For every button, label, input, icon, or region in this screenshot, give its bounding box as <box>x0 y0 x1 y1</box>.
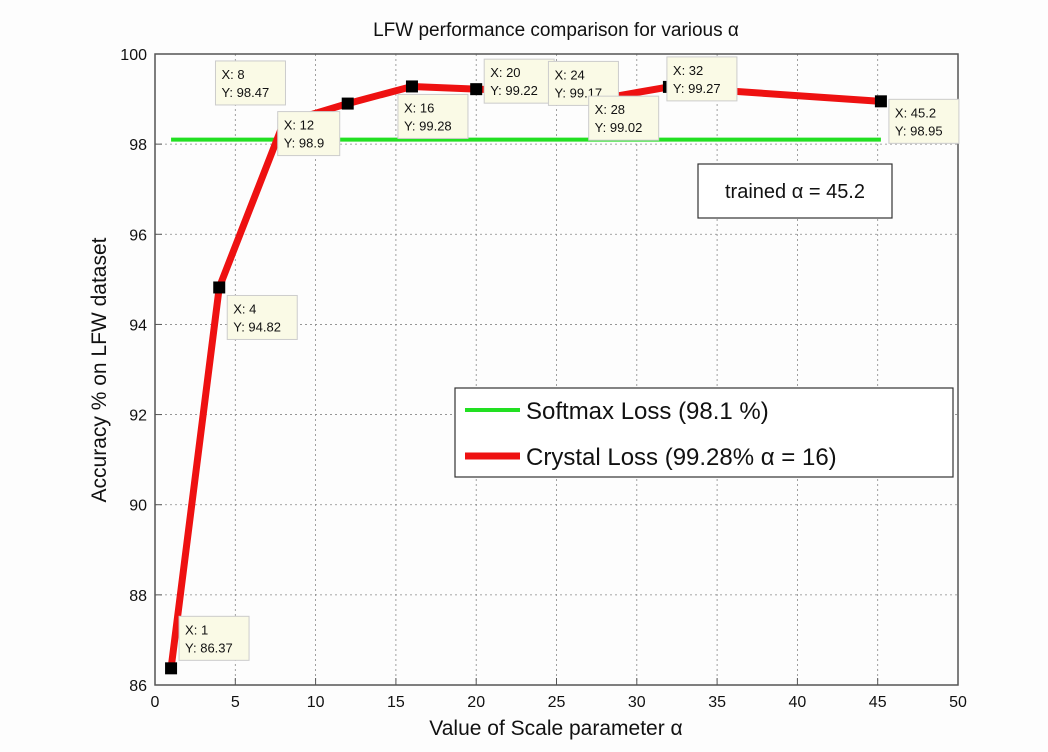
y-tick-label: 98 <box>129 137 147 154</box>
datatips-layer: X: 1 Y: 86.37 X: 4 Y: 94.82 X: 8 Y: 98.47 X: 1… <box>178 56 960 661</box>
datatip-box <box>397 93 469 139</box>
y-tick-label: 94 <box>129 317 147 334</box>
datatip-y: Y: 99.22 <box>490 83 538 98</box>
datatip: X: 1 Y: 86.37 <box>178 615 250 661</box>
x-tick-label: 10 <box>307 694 325 711</box>
crystal-line <box>167 82 882 669</box>
x-tick-label: 20 <box>467 694 485 711</box>
datatip-x: X: 8 <box>221 67 244 82</box>
datatip-x: X: 16 <box>404 100 434 115</box>
y-tick-label: 86 <box>129 678 147 695</box>
datatip-box <box>178 615 250 661</box>
x-tick-label: 50 <box>949 694 967 711</box>
axis-ticks: 0 5 10 15 20 25 30 35 40 45 50 86 88 90 92 94 96 98 100 <box>120 47 967 711</box>
x-tick-label: 35 <box>708 694 726 711</box>
datatip-box <box>226 294 298 340</box>
datatip-y: Y: 99.02 <box>595 120 643 135</box>
y-tick-label: 96 <box>129 227 147 244</box>
datatip-box <box>888 98 960 144</box>
datatip-x: X: 32 <box>673 63 703 78</box>
crystal-point <box>470 83 483 96</box>
x-axis-label: Value of Scale parameter α <box>429 717 682 740</box>
y-tick-label: 90 <box>129 498 147 515</box>
y-axis-label: Accuracy % on LFW dataset <box>88 237 111 502</box>
datatip-x: X: 28 <box>595 102 625 117</box>
datatip-y: Y: 98.47 <box>221 85 269 100</box>
y-tick-label: 100 <box>120 47 147 64</box>
x-tick-label: 40 <box>789 694 807 711</box>
datatip-x: X: 45.2 <box>895 105 936 120</box>
x-tick-label: 30 <box>628 694 646 711</box>
crystal-point <box>341 97 354 110</box>
datatip-box <box>214 60 286 106</box>
crystal-point <box>165 662 178 675</box>
y-tick-label: 88 <box>129 588 147 605</box>
datatip: X: 8 Y: 98.47 <box>214 60 286 106</box>
legend: Softmax Loss (98.1 %) Crystal Loss (99.2… <box>454 387 954 478</box>
datatip: X: 4 Y: 94.82 <box>226 294 298 340</box>
crystal-point <box>213 281 226 294</box>
x-tick-label: 5 <box>231 694 240 711</box>
legend-label-softmax: Softmax Loss (98.1 %) <box>526 398 769 425</box>
legend-label-crystal: Crystal Loss (99.28% α = 16) <box>526 444 837 471</box>
x-tick-label: 15 <box>387 694 405 711</box>
datatip: X: 32 Y: 99.27 <box>666 56 738 102</box>
x-tick-label: 45 <box>869 694 887 711</box>
datatip-y: Y: 86.37 <box>185 640 233 655</box>
y-tick-label: 92 <box>129 408 147 425</box>
datatip-y: Y: 98.95 <box>895 123 943 138</box>
datatip-y: Y: 98.9 <box>284 136 324 151</box>
datatip-box <box>277 111 341 157</box>
crystal-point <box>874 95 887 108</box>
datatip-x: X: 24 <box>554 67 584 82</box>
annotation-text: trained α = 45.2 <box>725 181 865 203</box>
datatip-box <box>483 58 555 104</box>
x-tick-label: 0 <box>151 694 160 711</box>
datatip-y: Y: 99.28 <box>404 118 452 133</box>
chart-title: LFW performance comparison for various α <box>373 20 739 41</box>
datatip: X: 28 Y: 99.02 <box>588 95 660 141</box>
x-tick-label: 25 <box>548 694 566 711</box>
datatip-x: X: 20 <box>490 65 520 80</box>
datatip-x: X: 4 <box>233 301 256 316</box>
datatip-y: Y: 94.82 <box>233 319 281 334</box>
annotation-box: trained α = 45.2 <box>697 163 893 219</box>
crystal-point <box>405 80 418 93</box>
datatip-x: X: 12 <box>284 118 314 133</box>
datatip: X: 16 Y: 99.28 <box>397 93 469 139</box>
datatip: X: 45.2 Y: 98.95 <box>888 98 960 144</box>
datatip-y: Y: 99.27 <box>673 81 721 96</box>
datatip: X: 20 Y: 99.22 <box>483 58 555 104</box>
datatip-x: X: 1 <box>185 622 208 637</box>
datatip-box <box>666 56 738 102</box>
datatip: X: 12 Y: 98.9 <box>277 111 341 157</box>
datatip-box <box>588 95 660 141</box>
